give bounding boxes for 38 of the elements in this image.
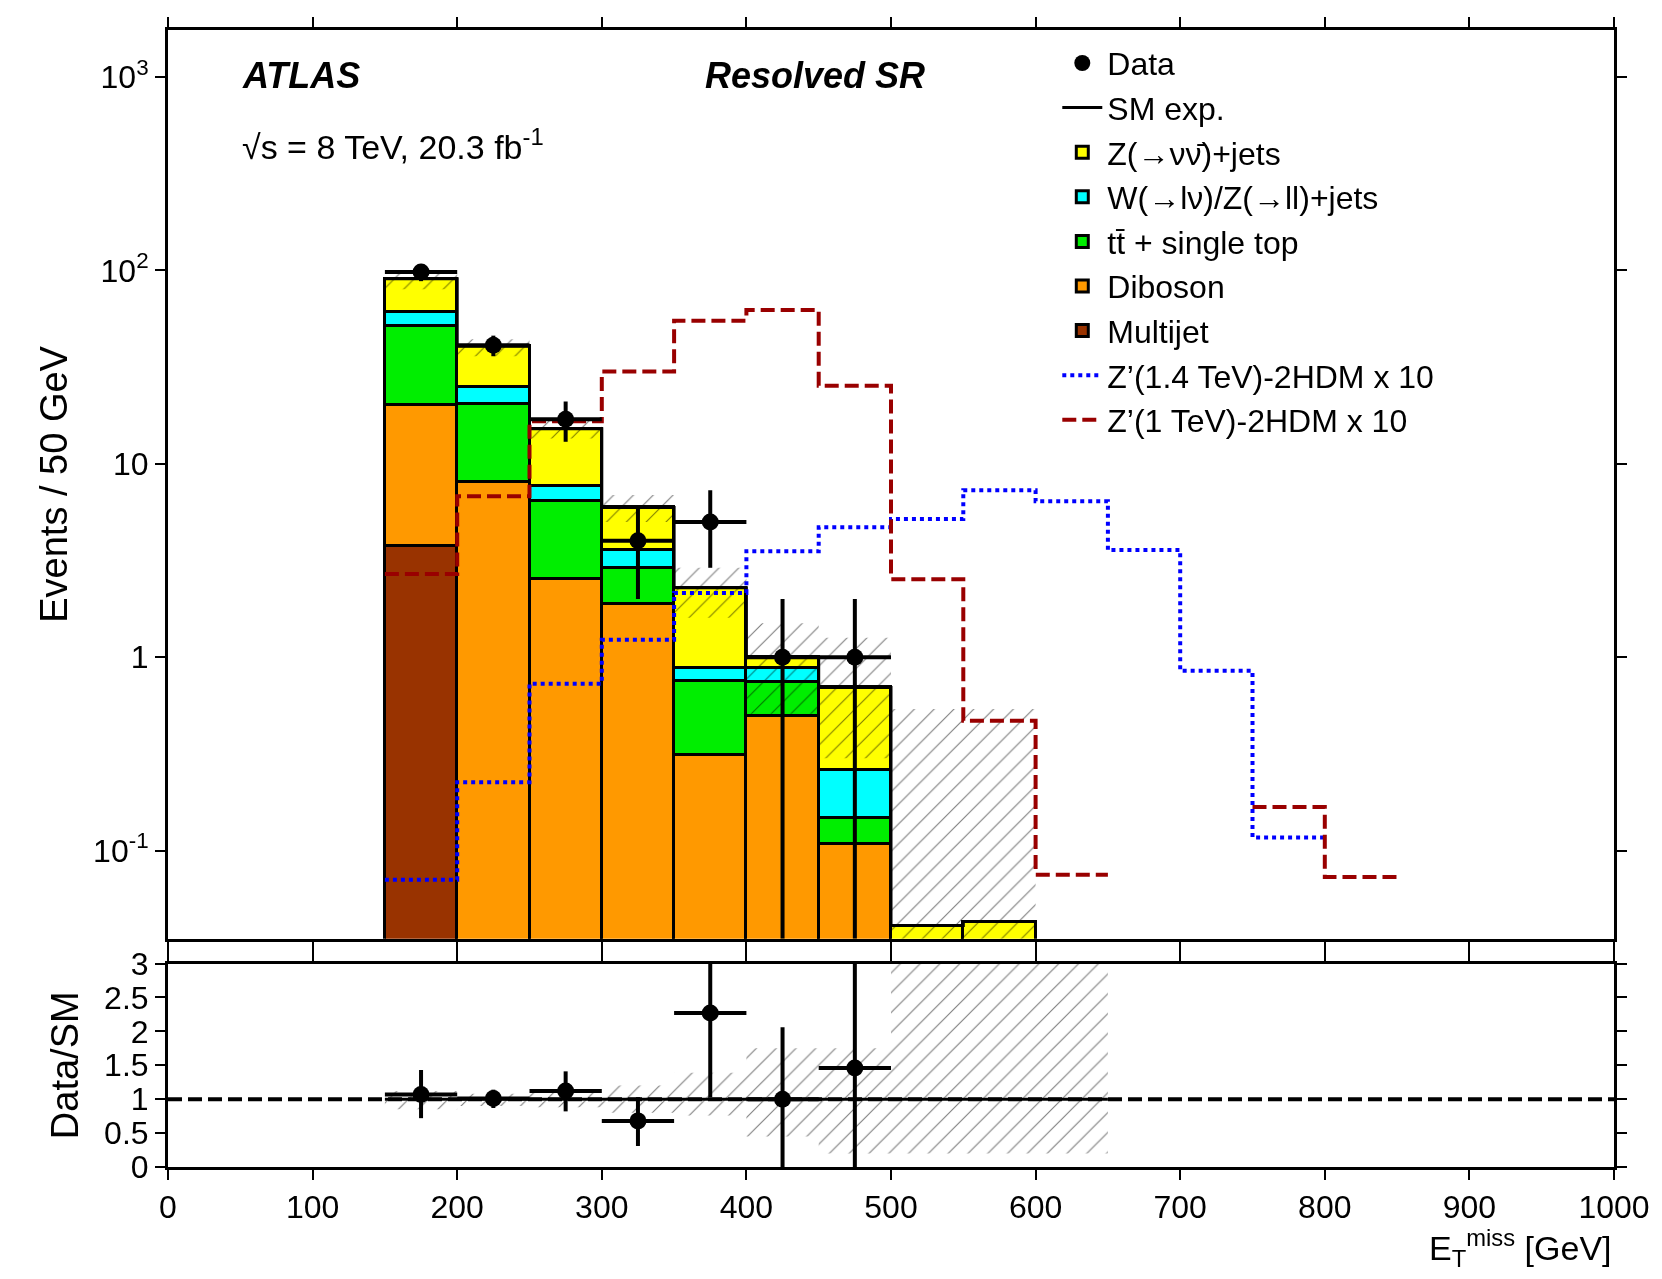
y-tick-label: 10$^{3}$ [100,54,149,96]
x-tick-label: 700 [1153,1189,1207,1226]
annotation: Resolved SR [705,55,926,96]
x-tick-label: 900 [1442,1189,1497,1226]
y-tick-label: 1.5 [104,1047,149,1084]
y-axis-title: Events / 50 GeV [33,345,76,623]
y-tick-label: 10$^{-1}$ [93,828,149,869]
y-tick-label: 2.5 [104,979,149,1016]
y-tick-label: 3 [130,945,149,982]
annotation: ATLAS [242,55,361,96]
x-tick-label: 600 [1008,1189,1063,1226]
x-tick-label: 100 [285,1189,340,1226]
legend-label: W(→lν)/Z(→ll)+jets [1107,180,1379,217]
x-tick-label: 800 [1298,1189,1352,1226]
y-tick-label: 1 [130,639,149,676]
legend-label: Diboson [1107,269,1225,306]
x-axis-title: E$_{T}$$^{miss}$ [GeV] [1429,1224,1612,1273]
y-tick-label: 10$^{2}$ [100,248,149,289]
y-tick-label: 10 [113,446,149,483]
x-tick-label: 300 [575,1189,629,1226]
x-tick-label: 1000 [1578,1189,1650,1226]
legend-label: SM exp. [1107,91,1225,128]
x-tick-label: 500 [864,1189,918,1226]
x-tick-label: 400 [719,1189,774,1226]
y-axis-title: Data/SM [44,991,87,1140]
legend-label: Multijet [1107,314,1209,351]
legend-label: Z’(1 TeV)-2HDM x 10 [1107,403,1408,440]
x-tick-label: 0 [159,1189,177,1226]
y-tick-label: 1 [130,1081,149,1118]
legend-label: Z’(1.4 TeV)-2HDM x 10 [1107,358,1434,395]
legend-label: Data [1107,46,1176,83]
annotation: √s = 8 TeV, 20.3 fb$^{-1}$ [242,123,544,167]
y-tick-label: 0 [130,1149,149,1186]
legend-label: Z(→νν̄)+jets [1107,135,1281,172]
legend-label: tt̄ + single top [1107,224,1299,261]
y-tick-label: 0.5 [104,1115,149,1152]
y-tick-label: 2 [130,1013,149,1050]
x-tick-label: 200 [430,1189,484,1226]
